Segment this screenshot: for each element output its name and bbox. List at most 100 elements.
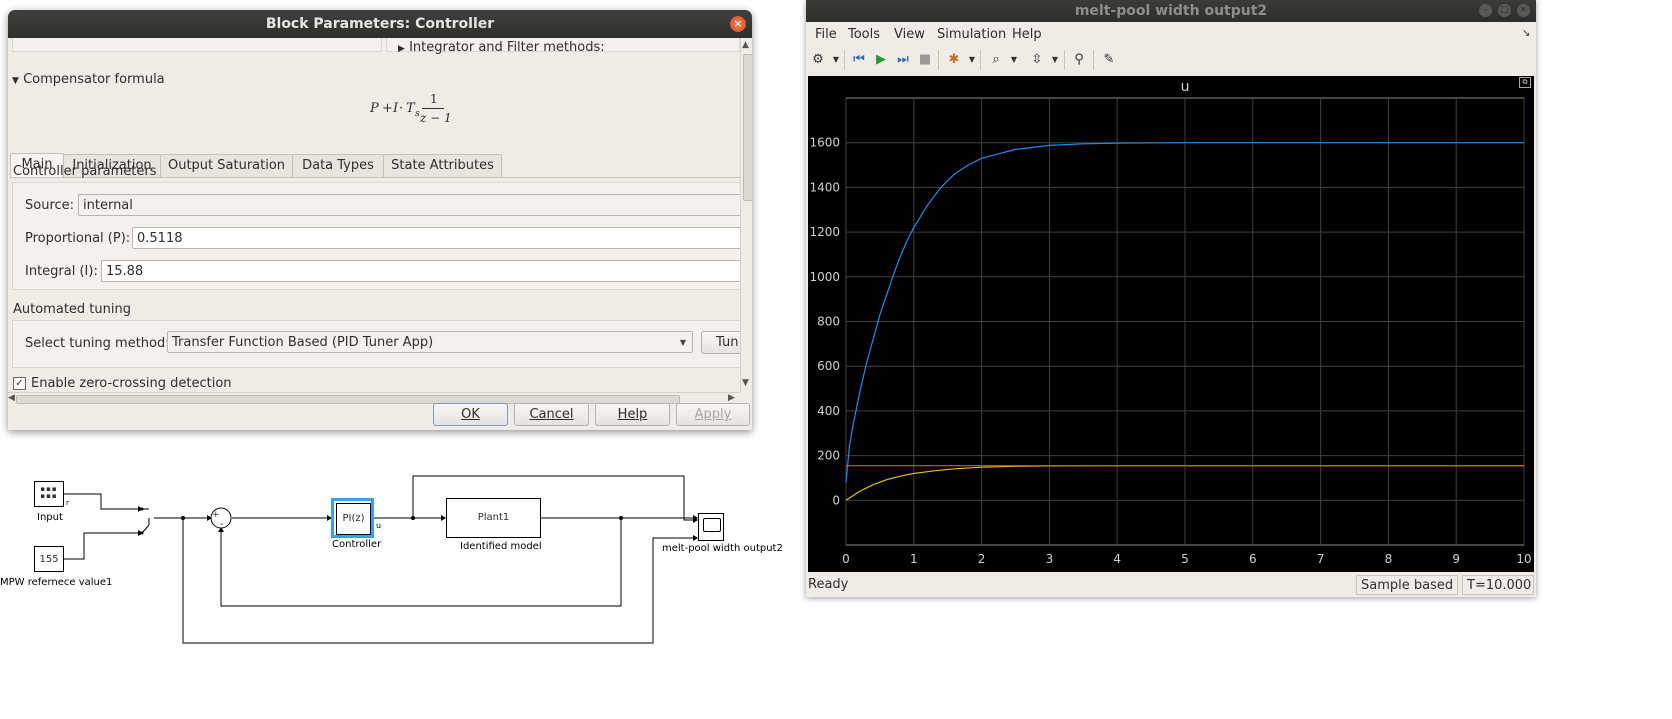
scroll-down-icon[interactable]: ▼ bbox=[742, 378, 749, 388]
run-icon[interactable]: ▶ bbox=[876, 52, 886, 67]
menu-simulation[interactable]: Simulation bbox=[937, 27, 1007, 42]
scope-chart: u 0 1 2 3 4 5 6 7 8 9 10 0 200 400 600 800 1000 1200 1400 16… bbox=[809, 79, 1531, 566]
tab-state-attributes[interactable]: State Attributes bbox=[383, 154, 502, 177]
wire-feedback bbox=[220, 518, 622, 607]
tab-panel bbox=[10, 177, 740, 392]
input-port-label: r bbox=[66, 499, 69, 507]
highlight-icon[interactable]: ✱ bbox=[948, 52, 960, 67]
minimize-icon[interactable]: – bbox=[1479, 4, 1492, 17]
controller-block[interactable]: PI(z) bbox=[331, 498, 374, 538]
ok-button[interactable]: OK bbox=[433, 403, 508, 426]
undock-icon[interactable]: ⧉ bbox=[1519, 77, 1531, 88]
menu-tools[interactable]: Tools bbox=[848, 27, 881, 42]
gear-dropdown-icon[interactable]: ▼ bbox=[832, 55, 840, 64]
pin-icon[interactable]: ⚲ bbox=[1074, 52, 1084, 67]
apply-button[interactable]: Apply bbox=[676, 403, 750, 426]
tab-data-types[interactable]: Data Types bbox=[292, 154, 384, 177]
arrowhead bbox=[207, 515, 212, 521]
apply-label: Apply bbox=[694, 407, 732, 422]
formula-t: T bbox=[406, 101, 415, 116]
help-button[interactable]: Help bbox=[595, 403, 670, 426]
switch-pin bbox=[140, 531, 144, 535]
integral-field[interactable]: 15.88 bbox=[101, 260, 740, 282]
step-forward-icon[interactable]: ⏭ bbox=[897, 52, 909, 67]
zoom-icon[interactable]: ⌕ bbox=[992, 52, 1000, 67]
chart-title: u bbox=[1181, 79, 1190, 95]
dialog-body: ▶ Integrator and Filter methods: ▼ Compe… bbox=[8, 38, 740, 392]
menu-file[interactable]: File bbox=[815, 27, 837, 42]
fit-dropdown-icon[interactable]: ▼ bbox=[1051, 55, 1059, 64]
dock-arrow-icon[interactable]: ↘ bbox=[1522, 28, 1531, 39]
scroll-up-icon[interactable]: ▲ bbox=[742, 40, 749, 50]
x-tick-label: 8 bbox=[1385, 552, 1393, 566]
vertical-scroll-thumb[interactable] bbox=[743, 54, 752, 201]
scroll-right-icon[interactable]: ▶ bbox=[728, 393, 735, 403]
integral-label: Integral (I): bbox=[25, 264, 98, 279]
integrator-section-header[interactable]: ▶ Integrator and Filter methods: bbox=[398, 40, 605, 55]
plant-block[interactable]: Plant1 bbox=[446, 498, 541, 538]
dialog-title: Block Parameters: Controller bbox=[8, 10, 752, 38]
compensator-formula: P + I · T s 1 z − 1 bbox=[370, 92, 490, 132]
scroll-left-icon[interactable]: ◀ bbox=[8, 393, 15, 403]
scope-block[interactable] bbox=[698, 513, 724, 541]
y-tick-label: 1600 bbox=[809, 136, 840, 150]
formula-plus: + bbox=[382, 101, 393, 116]
step-back-icon[interactable]: ⏮ bbox=[853, 52, 865, 67]
source-label: Source: bbox=[25, 198, 75, 213]
input-block[interactable]: ▪▪▪ ▪▪▪ bbox=[34, 481, 64, 507]
zero-crossing-checkbox[interactable]: ✓ bbox=[13, 377, 26, 390]
arrowhead bbox=[441, 515, 446, 521]
ok-label: OK bbox=[461, 407, 480, 422]
tuning-method-dropdown[interactable]: Transfer Function Based (PID Tuner App) … bbox=[167, 331, 693, 353]
formula-dot: · bbox=[399, 101, 404, 116]
y-tick-label: 1000 bbox=[809, 270, 840, 284]
highlight-dropdown-icon[interactable]: ▼ bbox=[968, 55, 976, 64]
collapse-arrow-icon: ▼ bbox=[12, 76, 19, 86]
plant-label: Identified model bbox=[460, 541, 542, 552]
controller-parameters-header: Controller parameters bbox=[13, 164, 157, 179]
formula-fraction-bar bbox=[422, 108, 444, 109]
source-select[interactable]: internal bbox=[78, 194, 740, 216]
integrator-section-label: Integrator and Filter methods: bbox=[409, 40, 605, 55]
tab-output-saturation[interactable]: Output Saturation bbox=[160, 154, 293, 177]
zoom-dropdown-icon[interactable]: ▼ bbox=[1010, 55, 1018, 64]
tab-main[interactable]: Main bbox=[10, 153, 64, 178]
x-tick-label: 6 bbox=[1249, 552, 1257, 566]
compensator-formula-header[interactable]: ▼ Compensator formula bbox=[12, 72, 165, 87]
sample-based-indicator: Sample based bbox=[1356, 575, 1458, 595]
scope-plot-area[interactable]: ⧉ u 0 1 2 3 4 5 6 7 8 9 10 0 200 400 600 800 1000 1200 1400… bbox=[808, 76, 1534, 572]
horizontal-scrollbar[interactable]: ◀ ▶ bbox=[8, 392, 740, 405]
x-tick-label: 5 bbox=[1181, 552, 1189, 566]
sum-minus-sign: - bbox=[220, 519, 224, 530]
x-tick-label: 7 bbox=[1317, 552, 1325, 566]
fit-icon[interactable]: ⇳ bbox=[1031, 52, 1043, 67]
cancel-button[interactable]: Cancel bbox=[514, 403, 589, 426]
tab-initialization[interactable]: Initialization bbox=[63, 154, 161, 177]
formula-p: P bbox=[370, 101, 379, 116]
close-icon[interactable]: × bbox=[1517, 4, 1530, 17]
proportional-field[interactable]: 0.5118 bbox=[132, 227, 740, 249]
close-icon[interactable]: × bbox=[730, 16, 746, 32]
compensator-formula-label: Compensator formula bbox=[23, 72, 165, 87]
horizontal-scroll-thumb[interactable] bbox=[16, 395, 680, 404]
status-text: Ready bbox=[808, 577, 849, 592]
wire-input bbox=[64, 493, 138, 510]
wire-const bbox=[64, 532, 138, 560]
controller-inner: PI(z) bbox=[336, 503, 371, 535]
gear-icon[interactable]: ⚙ bbox=[812, 52, 824, 67]
switch-blade bbox=[141, 524, 150, 534]
maximize-icon[interactable]: □ bbox=[1498, 4, 1511, 17]
signal-builder-icon: ▪▪▪ ▪▪▪ bbox=[40, 485, 58, 500]
constant-block[interactable]: 155 bbox=[34, 546, 64, 572]
menu-help[interactable]: Help bbox=[1012, 27, 1042, 42]
menu-view[interactable]: View bbox=[894, 27, 925, 42]
vertical-scrollbar[interactable]: ▲ ▼ bbox=[740, 38, 752, 392]
x-tick-label: 10 bbox=[1516, 552, 1531, 566]
edit-icon[interactable]: ✎ bbox=[1103, 52, 1115, 67]
formula-sub: s bbox=[415, 109, 420, 119]
zero-crossing-label: Enable zero-crossing detection bbox=[31, 376, 232, 391]
stop-icon[interactable]: ■ bbox=[918, 52, 932, 67]
toolbar-separator bbox=[1093, 50, 1094, 70]
scope-screen-icon bbox=[703, 518, 721, 532]
tune-button[interactable]: Tun bbox=[701, 331, 740, 354]
